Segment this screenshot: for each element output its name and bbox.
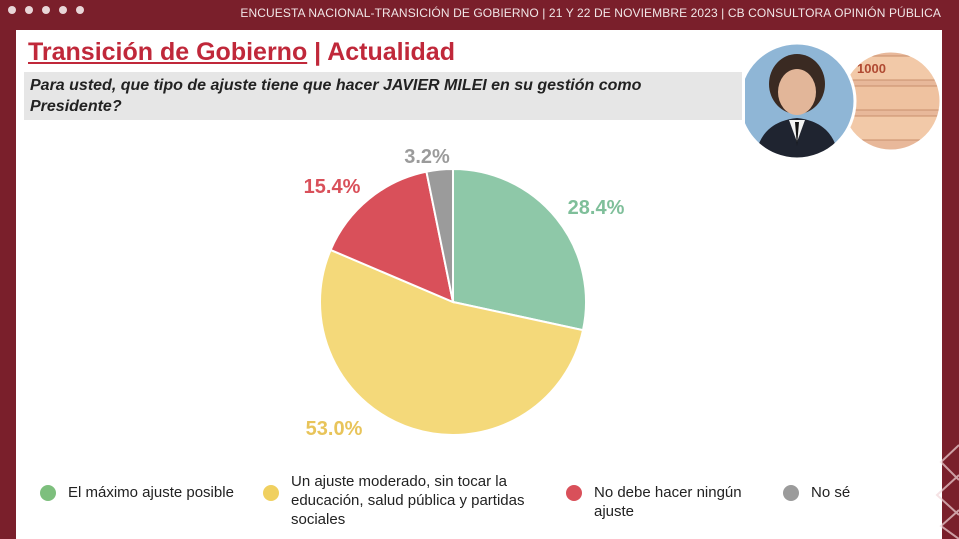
legend-item-ninguno: No debe hacer ningún ajuste bbox=[566, 483, 742, 521]
slice-ajuste-moderado bbox=[319, 248, 585, 436]
data-label-ajuste-moderado: 53.0% bbox=[306, 418, 363, 440]
legend-dot bbox=[783, 485, 799, 501]
legend-label: No sé bbox=[811, 484, 851, 501]
decorative-dots bbox=[8, 6, 84, 14]
slide-panel: Transición de Gobierno | Actualidad Para… bbox=[16, 30, 942, 539]
legend-dot bbox=[40, 485, 56, 501]
title-sub: Actualidad bbox=[327, 38, 455, 66]
slice-maximo-ajuste bbox=[452, 167, 587, 332]
legend-item-maximo: El máximo ajuste posible bbox=[40, 483, 234, 502]
legend-label: El máximo ajuste posible bbox=[68, 484, 234, 501]
legend-item-no-se: No sé bbox=[783, 483, 850, 502]
data-label-ningun-ajuste: 15.4% bbox=[304, 176, 361, 198]
legend-label: No debe hacer ningún ajuste bbox=[594, 484, 742, 520]
title-main: Transición de Gobierno bbox=[28, 38, 308, 66]
banknote-value: 1000 bbox=[857, 61, 886, 76]
slice-no-se bbox=[425, 167, 454, 303]
data-label-no-se: 3.2% bbox=[404, 146, 450, 168]
legend-item-moderado: Un ajuste moderado, sin tocar la educaci… bbox=[263, 472, 524, 529]
data-label-maximo-ajuste: 28.4% bbox=[568, 197, 625, 219]
person-image bbox=[745, 43, 855, 159]
banknotes-image: 1000 bbox=[841, 51, 941, 151]
presenter-photo: 1000 bbox=[745, 42, 941, 160]
legend-label: Un ajuste moderado, sin tocar la educaci… bbox=[291, 473, 525, 528]
corner-decoration bbox=[935, 444, 959, 539]
legend-dot bbox=[263, 485, 279, 501]
pie-chart: 28.4% 53.0% 15.4% 3.2% bbox=[304, 146, 625, 440]
legend-dot bbox=[566, 485, 582, 501]
chart-legend: El máximo ajuste posible Un ajuste moder… bbox=[16, 473, 942, 539]
slice-ningun-ajuste bbox=[329, 170, 455, 304]
survey-question: Para usted, que tipo de ajuste tiene que… bbox=[24, 72, 742, 120]
survey-header: ENCUESTA NACIONAL-TRANSICIÓN DE GOBIERNO… bbox=[240, 6, 941, 20]
page-title: Transición de Gobierno | Actualidad bbox=[28, 38, 455, 67]
title-separator: | bbox=[307, 38, 328, 66]
